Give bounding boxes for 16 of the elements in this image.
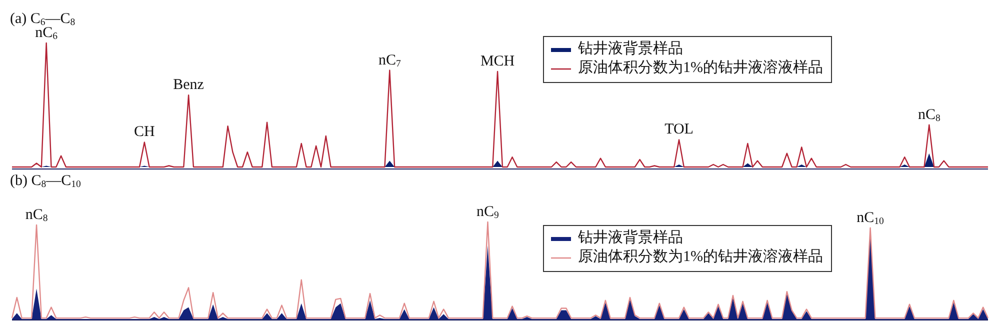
legend-label: 钻井液背景样品 (578, 229, 683, 248)
annotation: nC$_{6}$ (35, 25, 58, 42)
legend-label: 钻井液背景样品 (578, 40, 683, 59)
legend-label: 原油体积分数为1%的钻井液溶液样品 (578, 248, 823, 267)
annotation: nC$_{10}$ (856, 210, 884, 227)
chart-title: (b) C$_{8}$—C$_{10}$ (10, 173, 82, 190)
annotation: Benz (173, 77, 204, 94)
annotation: nC$_{9}$ (476, 204, 500, 221)
annotation: nC$_{8}$ (25, 206, 48, 224)
annotation: MCH (480, 54, 515, 70)
annotation: nC$_{7}$ (378, 52, 401, 70)
annotation: TOL (664, 122, 694, 138)
legend-label: 原油体积分数为1%的钻井液溶液样品 (578, 59, 823, 78)
annotation: CH (134, 124, 156, 140)
annotation: nC$_{8}$ (918, 106, 940, 124)
chart-title: (a) C$_{6}$—C$_{8}$ (10, 11, 76, 28)
